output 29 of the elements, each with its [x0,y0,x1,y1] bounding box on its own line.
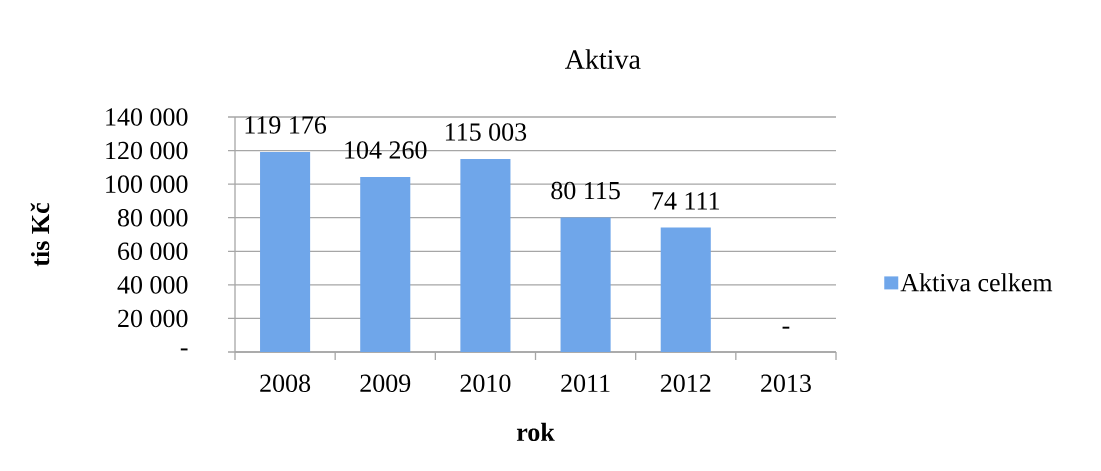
bar [660,227,711,352]
y-tick-label: 40 000 [117,276,188,294]
y-tick-label: 100 000 [106,175,188,193]
bar [460,158,511,352]
x-tick-label: 2012 [660,374,711,393]
x-tick-label: 2013 [761,374,811,393]
y-tick-label: - [180,348,188,351]
legend-label: Aktiva celkem [900,273,1053,292]
x-tick-label: 2011 [561,374,610,393]
x-tick-label: 2009 [360,374,411,393]
y-tick-label: 120 000 [106,141,188,160]
y-tick-label: 60 000 [118,242,188,261]
data-label: 119 176 [245,116,327,134]
data-label: - [782,326,790,329]
y-tick-label: 140 000 [106,108,188,126]
chart-title: Aktiva [564,49,641,69]
data-label: 104 260 [345,141,427,159]
data-label: 74 111 [652,192,719,210]
bar [260,151,311,352]
bar [560,217,611,352]
data-label: 115 003 [445,123,527,141]
y-tick-label: 20 000 [118,309,188,328]
x-tick-label: 2010 [460,374,511,393]
bar [360,176,411,352]
y-axis-title: tis Kč [30,203,50,267]
y-tick-label: 80 000 [117,208,188,227]
x-tick-label: 2008 [260,374,311,393]
data-label: 80 115 [551,181,620,200]
x-axis-title: rok [516,422,555,442]
